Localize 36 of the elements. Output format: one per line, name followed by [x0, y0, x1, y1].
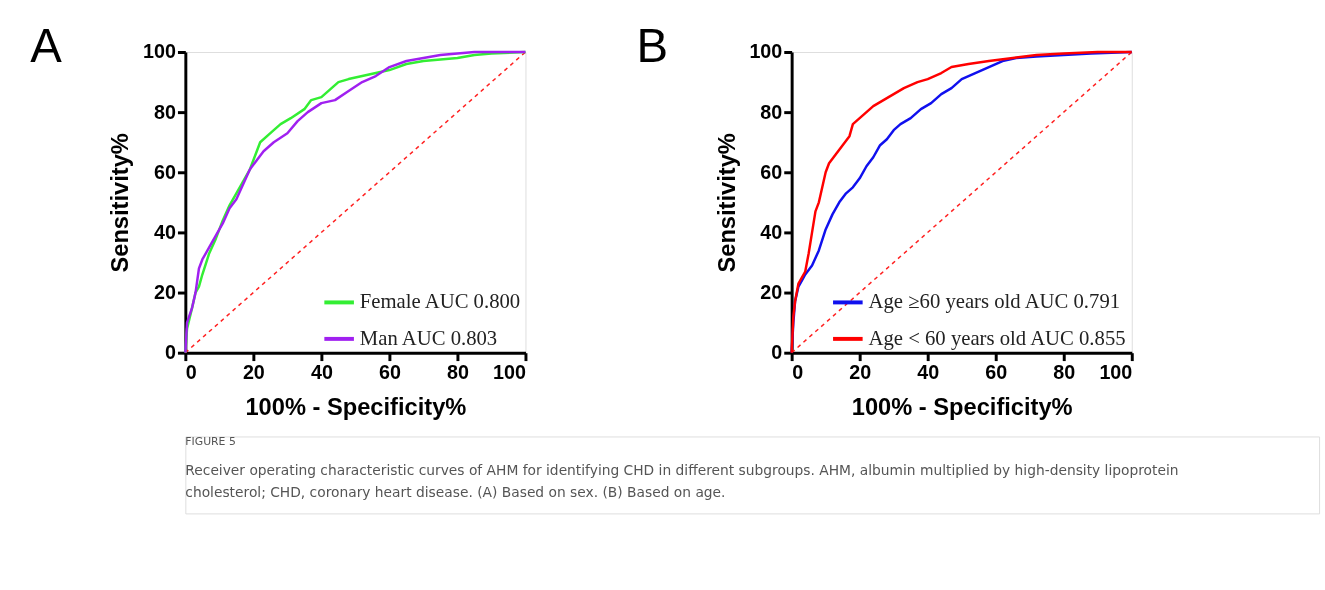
- x-tick-label: 60: [378, 360, 401, 383]
- x-tick-label: 0: [185, 360, 197, 383]
- x-tick-label: 20: [849, 360, 872, 383]
- y-tick-label: 60: [760, 160, 783, 183]
- chart-title: A: [30, 18, 63, 72]
- y-tick-label: 40: [760, 220, 783, 243]
- y-tick-label: 80: [760, 100, 783, 123]
- x-tick-label: 60: [985, 360, 1008, 383]
- x-tick-label: 20: [242, 360, 265, 383]
- x-tick-label: 100: [493, 360, 526, 383]
- x-tick-label: 40: [917, 360, 940, 383]
- y-tick-label: 100: [749, 40, 783, 63]
- x-tick-label: 0: [792, 360, 804, 383]
- y-tick-label: 20: [154, 280, 177, 303]
- legend-label: Female AUC 0.800: [359, 290, 521, 313]
- x-tick-label: 80: [446, 360, 469, 383]
- x-axis-title: 100% - Specificity%: [245, 394, 467, 421]
- y-tick-label: 100: [143, 40, 177, 63]
- y-tick-label: 80: [154, 100, 177, 123]
- legend-label: Age < 60 years old AUC 0.855: [868, 326, 1126, 350]
- y-tick-label: 60: [154, 160, 177, 183]
- y-tick-label: 0: [165, 341, 177, 364]
- y-tick-label: 40: [154, 220, 177, 243]
- x-axis-title: 100% - Specificity%: [851, 394, 1073, 421]
- y-tick-label: 0: [771, 341, 783, 364]
- legend-label: Man AUC 0.803: [359, 326, 498, 349]
- y-axis-title: Sensitivity%: [107, 133, 134, 273]
- y-axis-title: Sensitivity%: [713, 133, 740, 273]
- text: Receiver operating characteristic curves of AHM for identifying CHD in different subgroups. AHM, albumin multiplied by high-density lipoprotein cholesterol; CHD, coronary heart disease. (A) Based on sex. (B) Based on age.: [185, 461, 1179, 500]
- x-tick-label: 100: [1099, 360, 1133, 383]
- x-tick-label: 40: [310, 360, 333, 383]
- y-tick-label: 20: [760, 280, 783, 303]
- x-tick-label: 80: [1053, 360, 1076, 383]
- caption: FIGURE 5: [185, 435, 236, 449]
- chart-title: B: [636, 18, 669, 72]
- legend-label: Age ≥60 years old AUC 0.791: [868, 290, 1121, 314]
